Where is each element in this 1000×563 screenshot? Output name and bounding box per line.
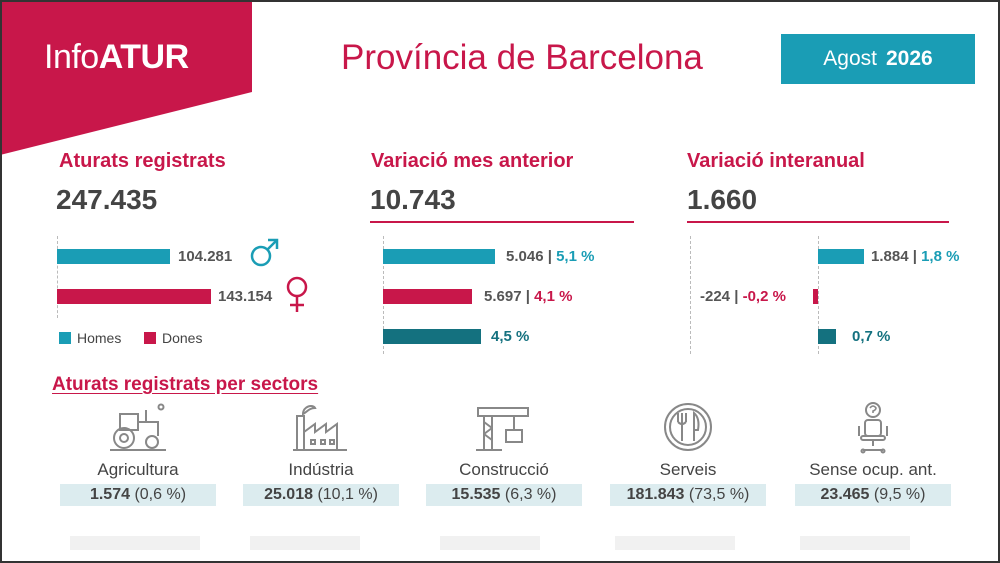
monthly-underline	[370, 221, 634, 223]
sector-name: Agricultura	[97, 460, 179, 479]
tractor-icon	[110, 403, 166, 451]
sector-name: Sense ocup. ant.	[809, 460, 937, 479]
reflection-shape	[800, 536, 910, 550]
yearly-total-bar	[818, 329, 836, 344]
cutlery-icon	[664, 403, 712, 451]
yearly-men-value: 1.884 | 1,8 %	[871, 248, 960, 265]
yearly-women-bar	[813, 289, 818, 304]
crane-icon	[476, 407, 529, 451]
period-month: Agost	[823, 47, 877, 70]
yearly-men-bar	[818, 249, 864, 264]
monthly-total-pct: 4,5 %	[491, 328, 530, 345]
male-icon	[250, 238, 279, 267]
sector-no-prior-job: Sense ocup. ant. 23.465 (9,5 %)	[788, 402, 958, 506]
sector-construction: Construcció 15.535 (6,3 %)	[419, 402, 589, 506]
yearly-women-value: -224 | -0,2 %	[700, 288, 786, 305]
registered-total: 247.435	[56, 184, 158, 215]
yearly-underline	[687, 221, 949, 223]
women-bar	[57, 289, 211, 304]
sectors-title: Aturats registrats per sectors	[52, 374, 319, 395]
sector-value-box: 1.574 (0,6 %)	[60, 484, 216, 506]
monthly-title: Variació mes anterior	[371, 150, 574, 172]
reflection-shape	[440, 536, 540, 550]
monthly-total-bar	[383, 329, 481, 344]
legend-men: Homes	[59, 330, 121, 346]
women-value: 143.154	[218, 288, 273, 305]
factory-icon	[293, 405, 347, 451]
monthly-men-bar	[383, 249, 495, 264]
sector-services: Serveis 181.843 (73,5 %)	[603, 402, 773, 506]
yearly-total-pct: 0,7 %	[852, 328, 891, 345]
reflection-shape	[70, 536, 200, 550]
monthly-total: 10.743	[370, 184, 456, 215]
monthly-women-value: 5.697 | 4,1 %	[484, 288, 573, 305]
page-title: Província de Barcelona	[341, 38, 703, 77]
female-icon	[286, 276, 308, 312]
sector-name: Indústria	[288, 460, 354, 479]
sector-agriculture: Agricultura 1.574 (0,6 %)	[53, 402, 223, 506]
registered-axis	[57, 236, 58, 318]
yearly-total: 1.660	[687, 184, 758, 215]
yearly-zero-axis	[818, 236, 819, 354]
sector-value-box: 25.018 (10,1 %)	[243, 484, 399, 506]
yearly-left-guide	[690, 236, 691, 354]
registered-title: Aturats registrats	[59, 150, 226, 172]
reflection-shape	[615, 536, 735, 550]
reflection-shape	[250, 536, 360, 550]
period-badge: Agost 2026	[781, 34, 975, 84]
legend-women-swatch	[144, 332, 156, 344]
men-bar	[57, 249, 170, 264]
monthly-men-value: 5.046 | 5,1 %	[506, 248, 595, 265]
monthly-women-bar	[383, 289, 472, 304]
period-year: 2026	[885, 47, 933, 70]
men-value: 104.281	[178, 248, 233, 265]
yearly-title: Variació interanual	[687, 150, 865, 172]
sector-value-box: 15.535 (6,3 %)	[426, 484, 582, 506]
sector-value-box: 181.843 (73,5 %)	[610, 484, 766, 506]
logo-banner	[0, 0, 252, 155]
sector-industry: Indústria 25.018 (10,1 %)	[236, 402, 406, 506]
sector-value-box: 23.465 (9,5 %)	[795, 484, 951, 506]
legend-men-swatch	[59, 332, 71, 344]
sector-name: Construcció	[459, 460, 549, 479]
sector-name: Serveis	[659, 460, 717, 479]
app-logo: InfoATUR	[44, 38, 189, 76]
office-chair-question-icon	[858, 402, 888, 454]
legend-women: Dones	[144, 330, 202, 346]
